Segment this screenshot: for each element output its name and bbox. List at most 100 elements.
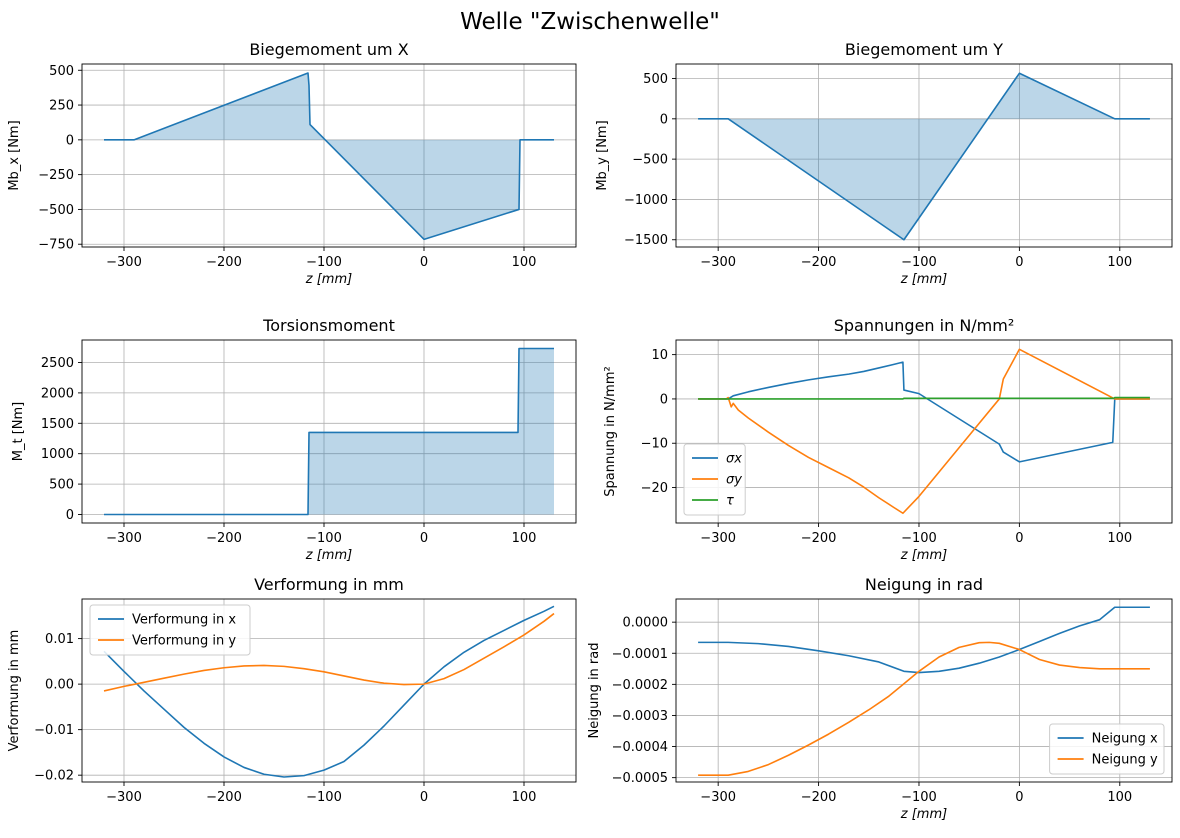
y-tick-label: −0.0001 [612,647,668,662]
y-tick-label: −10 [641,437,668,452]
figure-title: Welle "Zwischenwelle" [460,9,720,35]
y-tick-label: 0 [660,392,668,407]
series-line-0 [698,72,1150,241]
legend-label: Verformung in y [132,634,236,649]
plot-title: Neigung in rad [865,575,983,594]
y-tick-label: −0.02 [34,769,74,784]
y-tick-label: −1000 [624,193,668,208]
y-axis-label: Mb_x [Nm] [7,120,22,190]
x-tick-label: 0 [420,531,428,546]
y-axis-label: Spannung in N/mm² [603,366,618,496]
plot-title: Biegemoment um Y [845,40,1003,59]
series-line-Verformung-in-y [103,612,555,692]
y-tick-label: 250 [49,99,74,114]
y-axis-label: Verformung in mm [7,630,22,752]
x-tick-label: 0 [420,790,428,805]
x-tick-label: −200 [206,255,242,270]
series-line-τ [698,396,1150,400]
legend-label: Neigung y [1092,753,1158,768]
subplot-slope: −300 −200 −100 0 100 −0.0005 −0.0004 −0.0003 −0.… [587,575,1173,822]
y-tick-label: −750 [38,238,74,253]
y-tick-label: −0.0002 [612,678,668,693]
y-tick-label: −500 [38,203,74,218]
axes-frame [81,339,577,524]
axes-frame [81,63,577,248]
y-tick-label: −1500 [624,233,668,248]
x-tick-label: −100 [901,790,937,805]
y-axis-label: Mb_y [Nm] [595,120,610,190]
axes-frame [675,598,1173,783]
y-tick-label: −500 [632,153,668,168]
series-line-σx [698,361,1150,463]
x-tick-label: −300 [106,531,142,546]
y-tick-label: 0.00 [45,678,74,693]
y-tick-label: 500 [49,478,74,493]
axes-frame [675,63,1173,248]
x-axis-label: z [mm] [305,548,352,563]
y-tick-label: 0.0000 [623,616,669,631]
x-tick-label: 0 [1015,790,1023,805]
x-tick-label: 100 [512,255,537,270]
y-tick-label: 0.01 [45,632,74,647]
x-axis-label: z [mm] [900,548,947,563]
x-axis-label: z [mm] [900,272,947,287]
y-tick-label: −250 [38,168,74,183]
x-tick-label: 100 [1107,531,1132,546]
axes-frame [675,339,1173,524]
subplot-mby: −300 −200 −100 0 100−1500−1000−5000500Biegem… [595,40,1173,287]
x-tick-label: −100 [901,531,937,546]
x-tick-label: 100 [512,790,537,805]
series-line-σy [698,348,1150,515]
subplot-mbx: −300 −200 −100 0 100 −750 −500 −250 0 250 500 Biege… [7,40,577,287]
x-tick-label: 100 [512,531,537,546]
axes-frame [81,598,577,783]
x-tick-label: −200 [801,531,837,546]
legend-label: σy [726,473,742,488]
series-line-0 [104,347,554,516]
y-tick-label: −0.01 [34,723,74,738]
y-tick-label: 1000 [41,447,74,462]
x-tick-label: −300 [700,255,736,270]
y-tick-label: −20 [641,481,668,496]
x-axis-label: z [mm] [900,807,947,822]
area-fill [104,73,554,240]
y-tick-label: 0 [66,508,74,523]
y-tick-label: 2500 [41,356,74,371]
y-axis-label: M_t [Nm] [11,402,26,461]
y-tick-label: −0.0003 [612,709,668,724]
subplot-deform: −300 −200 −100 0 100 −0.02 −0.01 0.00 0.01 Verfor… [7,575,577,805]
x-tick-label: −300 [700,531,736,546]
y-tick-label: −0.0004 [612,740,668,755]
plot-title: Verformung in mm [254,575,404,594]
x-tick-label: 100 [1107,790,1132,805]
x-tick-label: −300 [700,790,736,805]
x-tick-label: −300 [106,255,142,270]
x-tick-label: 0 [420,255,428,270]
series-line-Verformung-in-x [103,605,555,778]
x-tick-label: −100 [306,255,342,270]
plot-title: Spannungen in N/mm² [834,316,1015,335]
x-tick-label: −300 [106,790,142,805]
x-tick-label: −100 [901,255,937,270]
x-tick-label: −200 [801,255,837,270]
legend-label: Neigung x [1092,732,1158,747]
x-tick-label: −200 [206,531,242,546]
area-fill [698,73,1150,240]
y-tick-label: 0 [66,133,74,148]
legend-box [1049,723,1165,775]
x-tick-label: −200 [801,790,837,805]
x-tick-label: −200 [206,790,242,805]
legend: Verformung in x Verformung in y [89,604,251,656]
legend-label: σx [726,452,742,467]
y-tick-label: 500 [643,72,668,87]
x-tick-label: 0 [1015,255,1023,270]
x-tick-label: −100 [306,531,342,546]
y-tick-label: 1500 [41,417,74,432]
plot-title: Biegemoment um X [249,40,408,59]
y-tick-label: 500 [49,64,74,79]
subplot-mt: −300 −200 −100 0 10005001000150020002500Tors… [11,316,577,563]
legend: Neigung x Neigung y [1049,723,1165,775]
y-tick-label: 2000 [41,386,74,401]
